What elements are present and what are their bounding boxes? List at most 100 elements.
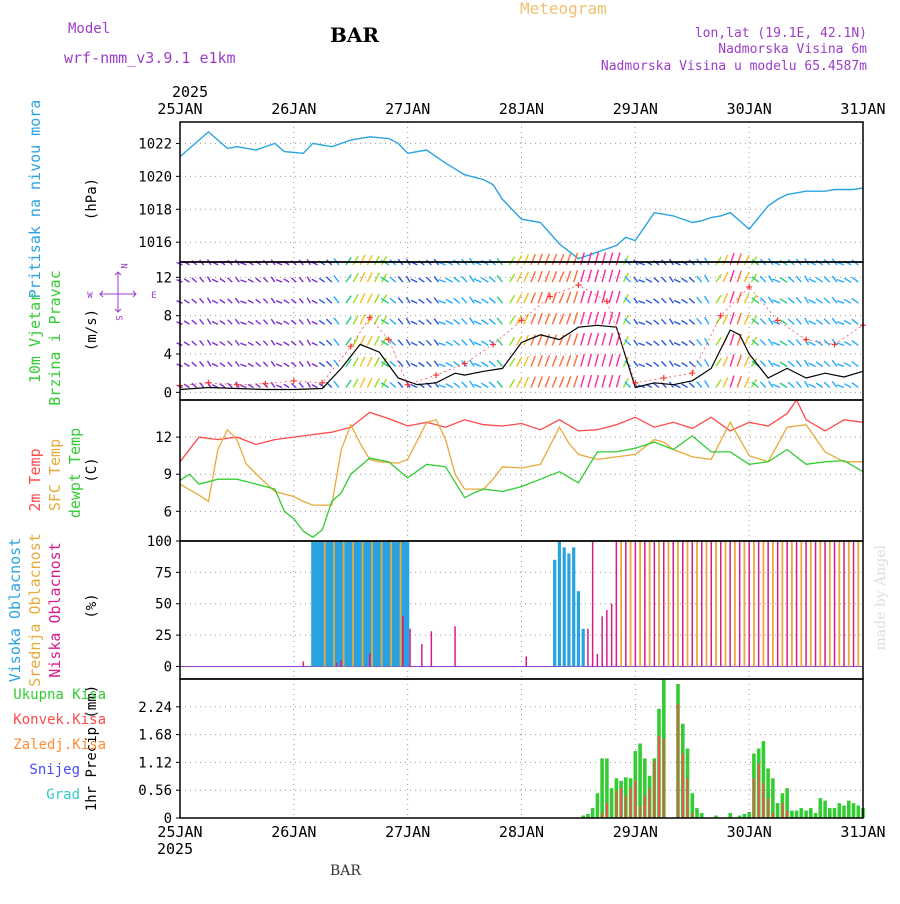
top-tick-label: 29JAN [613,100,658,118]
total-precip-bar [828,808,832,818]
wind-arrow [759,275,767,283]
wind-arrow [366,377,373,388]
wind-arrow [183,278,190,283]
gust-marker [689,370,696,377]
total-precip-bar [813,813,818,818]
wind-arrow [380,315,388,325]
wind-arrow [461,275,468,283]
mid-cloud-bar [781,541,784,667]
conv-precip-bar [767,798,769,818]
wind-arrow [425,361,432,367]
wind-arrow [352,273,359,283]
wind-arrow [573,354,579,367]
wind-arrow [729,375,735,388]
wind-arrow [227,361,233,368]
wind-arrow [638,363,646,368]
wind-arrow [397,276,404,283]
wind-arrow [183,362,190,368]
high-cloud-bar [392,541,396,667]
wind-arrow [469,275,475,283]
wind-arrow [523,254,530,266]
wind-arrow [565,312,572,325]
wind-arrow [211,320,219,325]
low-cloud-bar [767,541,769,667]
wind-arrow [373,356,380,367]
wind-arrow [445,340,454,347]
wind-arrow [270,297,276,304]
wind-arrow [580,311,585,325]
wind-arrow [219,277,226,283]
low-cloud-bar [596,653,599,667]
mid-cloud-bar [724,541,727,667]
wind-arrow [509,379,516,388]
wind-arrow [206,276,212,283]
high-cloud-bar [352,541,357,667]
wind-arrow [587,252,593,266]
wind-arrow [389,381,397,389]
wind-arrow [290,361,297,368]
high-cloud-bar [553,559,557,667]
wind-arrow [445,277,454,283]
wind-arrow [183,320,190,325]
wind-arrow [580,375,585,388]
wind-arrow [333,359,340,367]
wind-arrow [779,277,788,283]
low-cloud-bar [738,541,741,667]
pressure-y-tick-label: 1020 [138,169,172,185]
wind-arrow [410,341,418,347]
conv-precip-bar [606,803,608,818]
wind-arrow [544,270,551,283]
low-cloud-bar [682,541,684,667]
total-precip-bar [856,805,861,818]
wind-arrow [311,341,318,347]
wind-arrow [608,332,614,346]
wind-arrow [722,292,729,304]
precip-unit: 1hr Precip (mm) [84,685,100,811]
wind-arrow [787,297,795,304]
wind-arrow [325,339,333,346]
low-cloud-bar [625,541,627,667]
wind-arrow [544,334,551,346]
gust-marker [717,312,724,319]
wind-arrow [688,297,696,304]
legend-total: Ukupna Kisa [13,687,106,703]
conv-precip-bar [624,795,627,818]
top-tick-label: 26JAN [271,100,316,118]
wind-arrow [601,332,607,346]
legend-conv: Konvek.Kisa [13,712,106,728]
high-cloud-bar [402,541,406,667]
wind-arrow [227,319,233,325]
x-axis-bottom: 25JAN 26JAN 27JAN 28JAN 29JAN 30JAN 31JAN [157,823,885,841]
total-precip-bar [714,815,718,818]
wind-arrow [405,360,411,367]
wind-arrow [544,312,551,325]
low-cloud-bar [786,541,788,667]
wind-arrow [516,335,523,346]
mid-cloud-bar [380,541,383,667]
pressure-title: Pritisak na nivou mora [26,100,44,299]
wind-arrow [722,356,729,367]
wind-arrow [306,339,312,346]
wind-y-tick-label: 0 [164,385,172,401]
wind-arrow [227,340,233,346]
wind-arrow [262,319,269,325]
wind-arrow [715,273,722,283]
wind-arrow [270,360,276,367]
mid-cloud-bar [639,541,641,667]
wind-arrow [298,382,304,388]
compass-s: S [113,315,123,320]
wind-arrow [767,317,774,325]
wind-arrow [843,383,852,389]
wind-arrow [851,297,859,304]
wind-arrow [523,292,530,304]
wind-arrow [488,297,496,304]
model-name: wrf-nmm_v3.9.1 e1km [64,49,236,67]
temperature-panel: 6 9 12 2m Temp SFC Temp dewpt Temp (C) [26,398,864,541]
low-cloud-bar [302,661,305,667]
low-cloud-bar [833,541,836,667]
low-cloud-title: Niska Oblacnost [46,542,64,677]
wind-arrow [681,298,688,304]
gust-marker [518,317,525,324]
wind-arrow [558,376,565,388]
high-cloud-bar [383,541,387,667]
